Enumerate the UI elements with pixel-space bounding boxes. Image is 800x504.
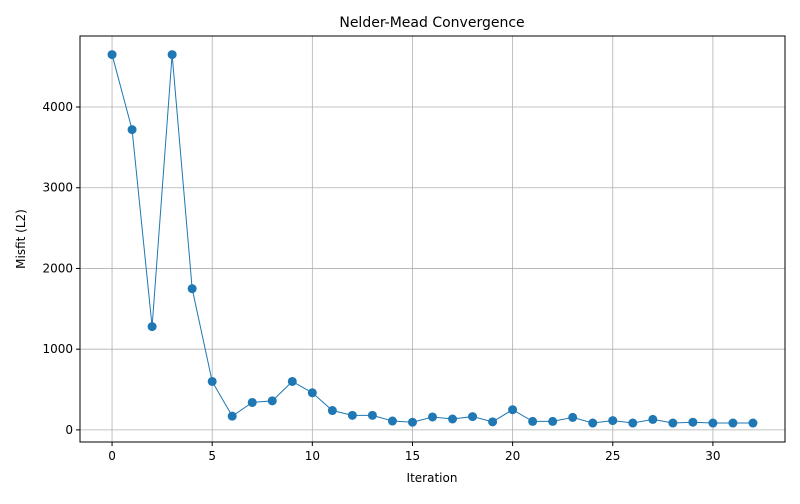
x-axis-label: Iteration — [407, 471, 458, 485]
data-point — [187, 284, 197, 294]
series-line — [111, 54, 753, 424]
y-tick-label: 0 — [65, 423, 73, 437]
data-point — [528, 416, 538, 426]
data-point — [608, 416, 618, 426]
data-point — [448, 414, 458, 424]
x-tick-label: 25 — [605, 449, 620, 463]
data-point — [407, 417, 417, 427]
data-point — [648, 414, 658, 424]
axis-layer: 0 5 10 15 20 25 30 0 1000 2000 3000 4000 — [42, 35, 786, 463]
data-point — [127, 125, 137, 135]
data-point — [728, 418, 738, 428]
y-axis-label: Misfit (L2) — [14, 209, 28, 269]
data-point — [267, 396, 277, 406]
data-point — [387, 416, 397, 426]
x-tick-label: 30 — [705, 449, 720, 463]
data-point — [708, 418, 718, 428]
grid-layer — [80, 36, 785, 442]
data-point — [588, 418, 598, 428]
data-point — [227, 411, 237, 421]
data-point — [247, 397, 257, 407]
data-point — [287, 376, 297, 386]
data-point — [508, 405, 518, 415]
data-point — [748, 418, 758, 428]
data-point — [327, 406, 337, 416]
data-point — [688, 417, 698, 427]
x-tick-label: 0 — [108, 449, 116, 463]
data-point — [367, 410, 377, 420]
y-tick-label: 1000 — [42, 342, 73, 356]
y-tick-label: 2000 — [42, 261, 73, 275]
data-point — [147, 322, 157, 332]
data-point — [307, 388, 317, 398]
plot-frame — [79, 35, 786, 443]
data-point — [428, 412, 437, 422]
y-tick-label: 3000 — [42, 181, 73, 195]
data-point — [548, 416, 558, 426]
data-point — [207, 376, 217, 386]
y-tick-label: 4000 — [42, 100, 73, 114]
data-point — [167, 50, 177, 60]
data-point — [107, 50, 117, 60]
series-layer — [107, 50, 758, 428]
data-point — [568, 412, 578, 422]
x-tick-label: 5 — [208, 449, 216, 463]
data-point — [347, 410, 357, 420]
data-point — [488, 417, 498, 427]
x-tick-label: 15 — [405, 449, 420, 463]
chart-title: Nelder-Mead Convergence — [339, 15, 524, 31]
x-tick-label: 20 — [505, 449, 520, 463]
x-tick-label: 10 — [305, 449, 320, 463]
data-point — [628, 418, 638, 428]
data-point — [668, 418, 678, 428]
data-point — [468, 412, 478, 422]
